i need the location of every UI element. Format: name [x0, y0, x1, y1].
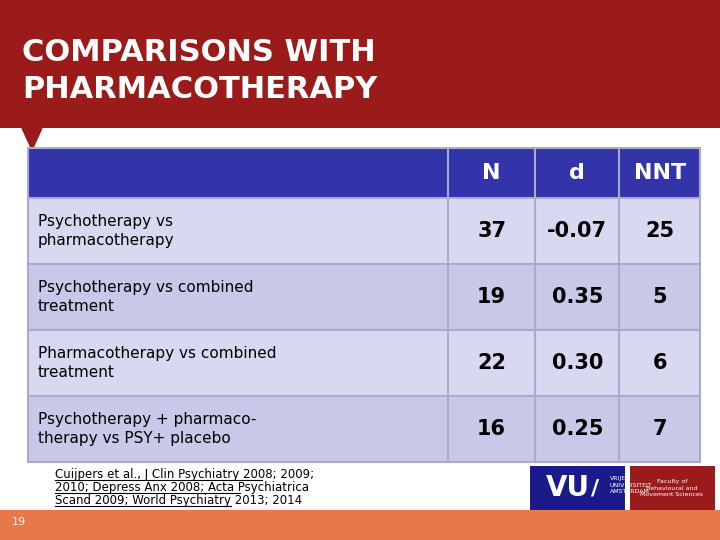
- Text: 2010; Depress Anx 2008; Acta Psychiatrica: 2010; Depress Anx 2008; Acta Psychiatric…: [55, 481, 309, 494]
- FancyBboxPatch shape: [28, 198, 700, 264]
- FancyBboxPatch shape: [28, 396, 700, 462]
- Text: -0.07: -0.07: [547, 221, 608, 241]
- Text: Cuijpers et al., J Clin Psychiatry 2008; 2009;: Cuijpers et al., J Clin Psychiatry 2008;…: [55, 468, 314, 481]
- Text: VU: VU: [546, 474, 590, 502]
- Text: PHARMACOTHERAPY: PHARMACOTHERAPY: [22, 75, 377, 104]
- Text: COMPARISONS WITH: COMPARISONS WITH: [22, 38, 376, 67]
- Text: 16: 16: [477, 419, 506, 439]
- FancyBboxPatch shape: [28, 330, 700, 396]
- FancyBboxPatch shape: [0, 0, 720, 128]
- Text: N: N: [482, 163, 501, 183]
- FancyBboxPatch shape: [28, 148, 700, 198]
- Text: 6: 6: [652, 353, 667, 373]
- FancyBboxPatch shape: [530, 466, 625, 510]
- Text: 0.25: 0.25: [552, 419, 603, 439]
- FancyBboxPatch shape: [0, 510, 720, 540]
- Text: Psychotherapy vs combined
treatment: Psychotherapy vs combined treatment: [38, 280, 253, 314]
- Text: Psychotherapy + pharmaco-
therapy vs PSY+ placebo: Psychotherapy + pharmaco- therapy vs PSY…: [38, 411, 256, 447]
- Text: d: d: [570, 163, 585, 183]
- Text: 37: 37: [477, 221, 506, 241]
- Text: Psychotherapy vs
pharmacotherapy: Psychotherapy vs pharmacotherapy: [38, 214, 175, 248]
- Text: 0.35: 0.35: [552, 287, 603, 307]
- FancyBboxPatch shape: [630, 466, 715, 510]
- Text: 19: 19: [477, 287, 506, 307]
- Text: 19: 19: [12, 517, 26, 527]
- Text: Pharmacotherapy vs combined
treatment: Pharmacotherapy vs combined treatment: [38, 346, 276, 380]
- Text: 0.30: 0.30: [552, 353, 603, 373]
- Text: 22: 22: [477, 353, 506, 373]
- Text: 7: 7: [652, 419, 667, 439]
- Text: /: /: [591, 478, 599, 498]
- FancyBboxPatch shape: [28, 264, 700, 330]
- Text: Faculty of
Behavioural and
Movement Sciences: Faculty of Behavioural and Movement Scie…: [641, 479, 703, 497]
- Text: 5: 5: [652, 287, 667, 307]
- Text: Scand 2009; World Psychiatry 2013; 2014: Scand 2009; World Psychiatry 2013; 2014: [55, 494, 302, 507]
- Text: 25: 25: [645, 221, 674, 241]
- Polygon shape: [22, 128, 42, 150]
- Text: VRIJE
UNIVERSITEIT
AMSTERDAM: VRIJE UNIVERSITEIT AMSTERDAM: [610, 476, 653, 494]
- Text: NNT: NNT: [634, 163, 686, 183]
